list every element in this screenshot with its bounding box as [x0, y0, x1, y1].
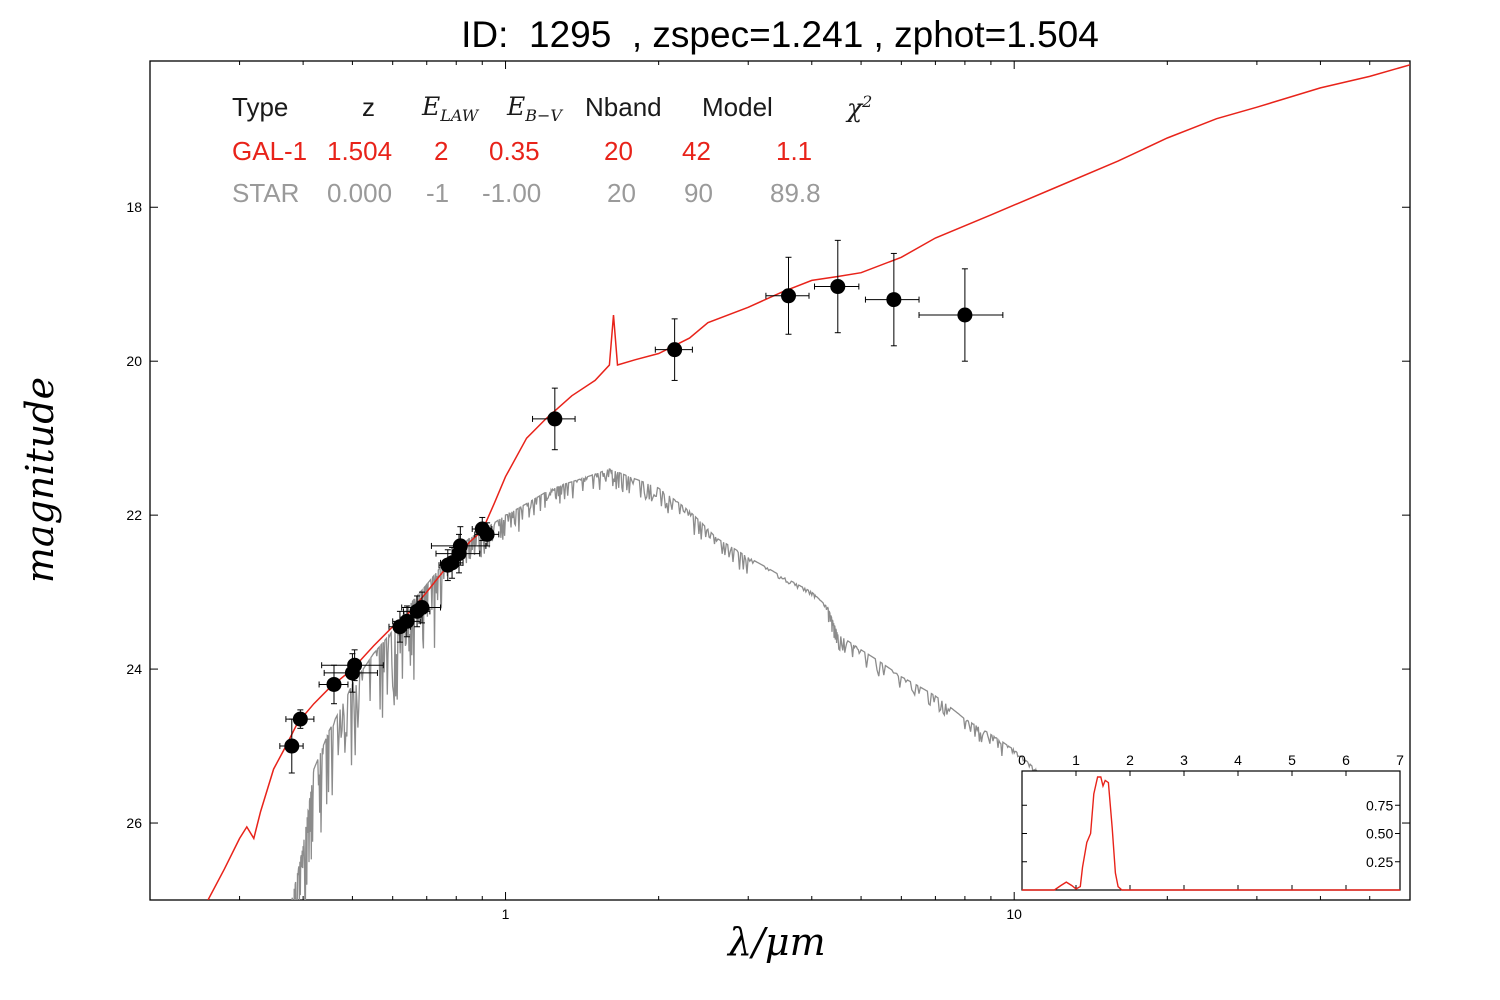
star-sed-line — [291, 468, 1046, 900]
photometry-point — [765, 256, 810, 335]
data-marker — [326, 676, 342, 692]
header-ebv: EB−V — [507, 92, 562, 125]
star-type: STAR — [232, 178, 300, 208]
header-chi2: χ2 — [847, 92, 873, 123]
photometry-point — [401, 591, 442, 624]
data-marker — [292, 711, 308, 727]
pdz-line — [1022, 776, 1400, 891]
data-marker — [284, 738, 300, 754]
photometry-point — [474, 522, 500, 547]
header-elaw: ELAW — [422, 92, 479, 125]
y-tick-label: 22 — [126, 507, 142, 523]
data-marker — [414, 600, 430, 616]
inset-x-tick-label: 6 — [1342, 752, 1350, 768]
y-axis-label: magnitude — [18, 376, 62, 584]
gal-chi2: 1.1 — [776, 136, 813, 166]
data-marker — [399, 613, 415, 629]
gal-nband: 20 — [604, 136, 633, 166]
gal-z: 1.504 — [327, 136, 393, 166]
inset-x-tick-label: 1 — [1072, 752, 1080, 768]
photometry-point — [279, 718, 304, 774]
photometry-point — [392, 605, 421, 638]
data-marker — [957, 307, 973, 323]
photometry-point — [918, 268, 1004, 362]
photometry-point — [321, 649, 384, 682]
inset-y-tick-label: 0.50 — [1366, 826, 1393, 842]
chart-title: ID: 1295 , zspec=1.241 , zphot=1.504 — [461, 14, 1099, 55]
header-z: z — [362, 92, 375, 122]
data-marker — [479, 526, 495, 542]
inset-x-tick-label: 5 — [1288, 752, 1296, 768]
y-tick-label: 26 — [126, 815, 142, 831]
inset-y-tick-label: 0.75 — [1366, 797, 1393, 813]
star-z: 0.000 — [327, 178, 393, 208]
data-marker — [347, 657, 363, 673]
x-tick-label: 1 — [502, 906, 510, 922]
data-marker — [781, 288, 797, 304]
header-nband: Nband — [585, 92, 662, 122]
star-ebv: -1.00 — [482, 178, 542, 208]
header-model: Model — [702, 92, 773, 122]
plot-frame — [149, 60, 1411, 901]
y-tick-label: 24 — [126, 661, 142, 677]
photometry-point — [285, 709, 315, 729]
inset-x-tick-label: 3 — [1180, 752, 1188, 768]
data-marker — [830, 279, 846, 295]
data-marker — [452, 538, 468, 554]
star-elaw: -1 — [426, 178, 450, 208]
photometry-point — [654, 318, 693, 381]
photometry-point — [532, 387, 576, 451]
gal-ebv: 0.35 — [489, 136, 540, 166]
data-marker — [886, 292, 902, 308]
star-model: 90 — [684, 178, 713, 208]
photometry-point — [814, 239, 860, 334]
star-nband: 20 — [607, 178, 636, 208]
inset-x-tick-label: 0 — [1018, 752, 1026, 768]
star-chi2: 89.8 — [770, 178, 821, 208]
y-tick-label: 18 — [126, 199, 142, 215]
inset-x-tick-label: 7 — [1396, 752, 1404, 768]
inset-x-tick-label: 2 — [1126, 752, 1134, 768]
pdz-inset-frame — [1021, 770, 1401, 891]
gal-elaw: 2 — [434, 136, 449, 166]
photometry-point — [388, 610, 411, 643]
inset-y-tick-label: 0.25 — [1366, 854, 1393, 870]
gal-type: GAL-1 — [232, 136, 308, 166]
gal-model: 42 — [682, 136, 711, 166]
photometry-point — [318, 664, 349, 705]
header-type: Type — [232, 92, 289, 122]
inset-x-tick-label: 4 — [1234, 752, 1242, 768]
data-marker — [547, 411, 563, 427]
x-tick-label: 10 — [1006, 906, 1022, 922]
y-tick-label: 20 — [126, 353, 142, 369]
photometry-point — [864, 252, 920, 347]
data-marker — [667, 342, 683, 358]
x-axis-label: λ/μm — [728, 920, 826, 964]
